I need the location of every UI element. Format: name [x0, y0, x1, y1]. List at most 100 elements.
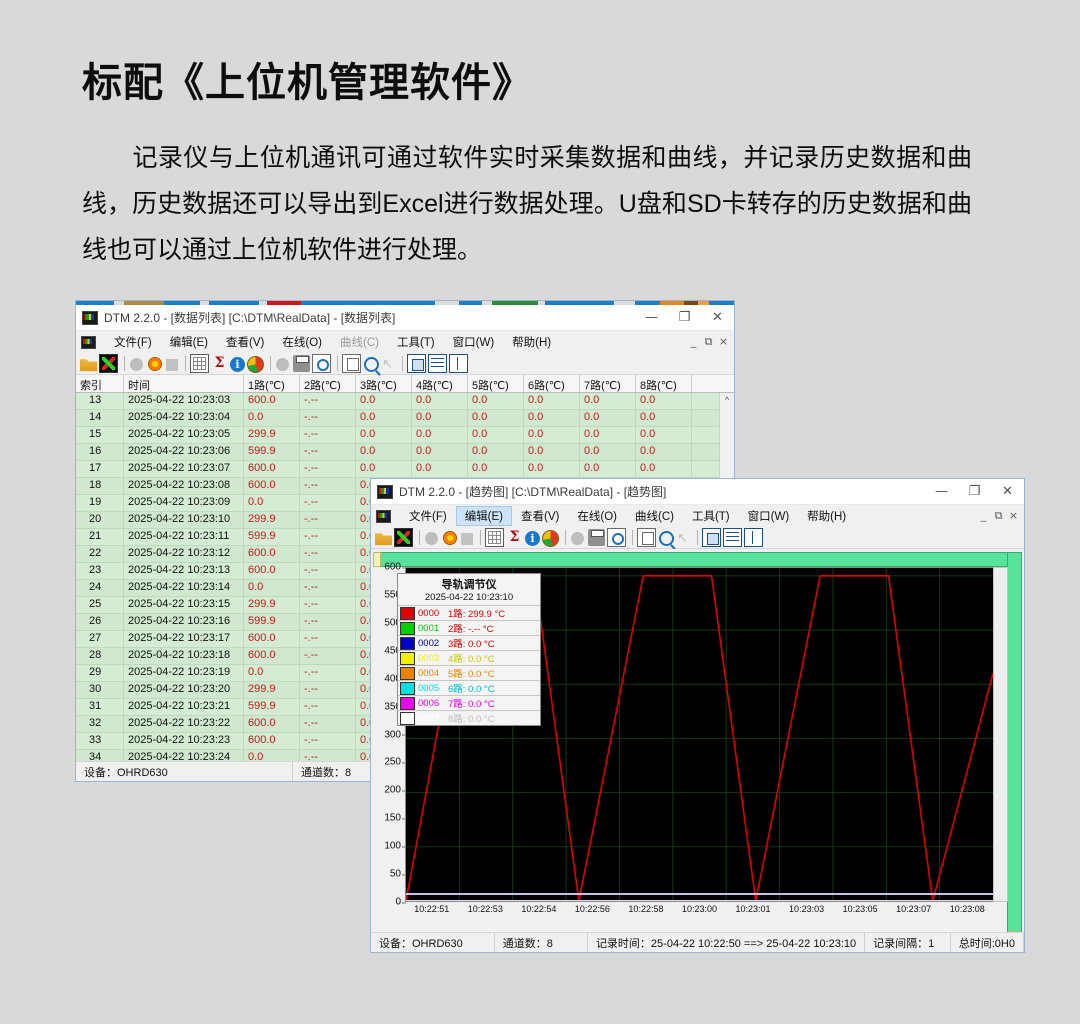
legend-row[interactable]: 0004 5路: 0.0 °C	[398, 665, 540, 680]
table-row[interactable]: 16 2025-04-22 10:23:06 599.9 -.-- 0.0 0.0 0.0 0…	[76, 444, 734, 461]
column-header[interactable]: 2路(℃)	[300, 375, 356, 392]
chart-menubar[interactable]: 文件(F) 编辑(E) 查看(V) 在线(O) 曲线(C) 工具(T) 窗口(W…	[371, 505, 1024, 527]
close-icon[interactable]: ✕	[1002, 484, 1013, 499]
chart-icon[interactable]	[394, 528, 413, 547]
legend-color-swatch[interactable]	[400, 666, 415, 680]
mdi-app-icon[interactable]	[81, 335, 96, 349]
print-preview-icon[interactable]	[312, 354, 331, 373]
menu-online[interactable]: 在线(O)	[577, 511, 617, 523]
menu-help[interactable]: 帮助(H)	[512, 337, 552, 349]
menu-help[interactable]: 帮助(H)	[807, 511, 847, 523]
mdi-restore-icon[interactable]: ⧉	[704, 335, 713, 348]
mdi-minimize-icon[interactable]: _	[980, 509, 987, 522]
legend-row[interactable]: 0007 8路: 0.0 °C	[398, 710, 540, 725]
legend-row[interactable]: 0006 7路: 0.0 °C	[398, 695, 540, 710]
menu-view[interactable]: 查看(V)	[226, 337, 265, 349]
chart-client-area[interactable]: 0 50 100 150 200 250 300 350 400 450 500 550 600 导轨调…	[371, 549, 1024, 950]
copy-icon[interactable]	[342, 354, 361, 373]
legend-color-swatch[interactable]	[400, 651, 415, 665]
mdi-app-icon[interactable]	[376, 509, 391, 523]
sigma-icon[interactable]: Σ	[509, 529, 520, 545]
slider-handle[interactable]	[373, 552, 381, 567]
column-header[interactable]: 1路(℃)	[244, 375, 300, 392]
menu-window[interactable]: 窗口(W)	[747, 511, 790, 523]
print-icon[interactable]	[588, 529, 605, 546]
legend-row[interactable]: 0002 3路: 0.0 °C	[398, 635, 540, 650]
column-header[interactable]: 5路(℃)	[468, 375, 524, 392]
legend-row[interactable]: 0005 6路: 0.0 °C	[398, 680, 540, 695]
table-row[interactable]: 14 2025-04-22 10:23:04 0.0 -.-- 0.0 0.0 0.0 0.0…	[76, 410, 734, 427]
menu-online[interactable]: 在线(O)	[282, 337, 322, 349]
mdi-close-icon[interactable]: ×	[718, 335, 729, 348]
data-list-mdi-controls[interactable]: _ ⧉ ×	[686, 335, 734, 349]
column-header[interactable]: 3路(℃)	[356, 375, 412, 392]
menu-curve[interactable]: 曲线(C)	[339, 337, 379, 349]
data-list-toolbar[interactable]: Σ i ↖	[76, 353, 734, 375]
mdi-close-icon[interactable]: ×	[1008, 509, 1019, 522]
tile-horizontal-icon[interactable]	[428, 354, 447, 373]
time-range-slider-horizontal[interactable]	[373, 552, 1008, 567]
record-icon[interactable]	[443, 531, 457, 545]
legend-color-swatch[interactable]	[400, 606, 415, 620]
trend-chart-window[interactable]: DTM 2.2.0 - [趋势图] [C:\DTM\RealData] - [趋…	[370, 478, 1025, 953]
legend-color-swatch[interactable]	[400, 681, 415, 695]
pie-icon[interactable]	[247, 355, 264, 373]
grid-icon[interactable]	[485, 528, 504, 547]
value-range-slider-vertical[interactable]	[1007, 552, 1022, 939]
chart-titlebar[interactable]: DTM 2.2.0 - [趋势图] [C:\DTM\RealData] - [趋…	[371, 479, 1024, 505]
column-header[interactable]: 7路(℃)	[580, 375, 636, 392]
legend-color-swatch[interactable]	[400, 711, 415, 725]
scroll-up-icon[interactable]: ^	[724, 395, 730, 405]
tile-vertical-icon[interactable]	[449, 354, 468, 373]
print-preview-icon[interactable]	[607, 528, 626, 547]
chart-icon[interactable]	[99, 354, 118, 373]
mdi-minimize-icon[interactable]: _	[690, 335, 697, 348]
menu-view[interactable]: 查看(V)	[521, 511, 560, 523]
record-icon[interactable]	[148, 357, 162, 371]
pie-icon[interactable]	[542, 529, 559, 547]
open-file-icon[interactable]	[80, 359, 97, 372]
minimize-icon[interactable]: —	[645, 310, 658, 325]
tile-horizontal-icon[interactable]	[723, 528, 742, 547]
data-list-menubar[interactable]: 文件(F) 编辑(E) 查看(V) 在线(O) 曲线(C) 工具(T) 窗口(W…	[76, 331, 734, 353]
mdi-restore-icon[interactable]: ⧉	[994, 509, 1003, 522]
menu-tools[interactable]: 工具(T)	[691, 511, 730, 523]
table-row[interactable]: 17 2025-04-22 10:23:07 600.0 -.-- 0.0 0.0 0.0 0…	[76, 461, 734, 478]
legend-row[interactable]: 0000 1路: 299.9 °C	[398, 605, 540, 620]
info-icon[interactable]: i	[525, 530, 540, 546]
menu-file[interactable]: 文件(F)	[114, 337, 152, 349]
legend-color-swatch[interactable]	[400, 621, 415, 635]
menu-edit[interactable]: 编辑(E)	[169, 337, 209, 349]
cascade-icon[interactable]	[702, 528, 721, 547]
column-header[interactable]: 4路(℃)	[412, 375, 468, 392]
table-row[interactable]: 15 2025-04-22 10:23:05 299.9 -.-- 0.0 0.0 0.0 0…	[76, 427, 734, 444]
legend-color-swatch[interactable]	[400, 636, 415, 650]
tile-vertical-icon[interactable]	[744, 528, 763, 547]
grid-icon[interactable]	[190, 354, 209, 373]
column-header[interactable]: 时间	[124, 375, 244, 392]
legend-row[interactable]: 0001 2路: -.-- °C	[398, 620, 540, 635]
menu-window[interactable]: 窗口(W)	[452, 337, 495, 349]
minimize-icon[interactable]: —	[935, 484, 948, 499]
column-header[interactable]: 8路(℃)	[636, 375, 692, 392]
sigma-icon[interactable]: Σ	[214, 355, 225, 371]
chart-legend[interactable]: 导轨调节仪 2025-04-22 10:23:10 0000 1路: 299.9 …	[397, 573, 541, 726]
chart-toolbar[interactable]: Σ i ↖	[371, 527, 1024, 549]
open-file-icon[interactable]	[375, 533, 392, 546]
print-icon[interactable]	[293, 355, 310, 372]
column-header[interactable]: 6路(℃)	[524, 375, 580, 392]
chart-window-controls[interactable]: — ❐ ✕	[925, 479, 1024, 504]
data-list-window-controls[interactable]: — ❐ ✕	[635, 305, 734, 330]
zoom-icon[interactable]	[364, 356, 379, 372]
column-header[interactable]: 索引	[76, 375, 124, 392]
maximize-icon[interactable]: ❐	[678, 310, 691, 325]
maximize-icon[interactable]: ❐	[968, 484, 981, 499]
chart-vertical-scrollbar[interactable]	[993, 567, 1008, 902]
menu-file[interactable]: 文件(F)	[409, 511, 447, 523]
data-list-titlebar[interactable]: DTM 2.2.0 - [数据列表] [C:\DTM\RealData] - […	[76, 305, 734, 331]
menu-tools[interactable]: 工具(T)	[396, 337, 435, 349]
legend-row[interactable]: 0003 4路: 0.0 °C	[398, 650, 540, 665]
info-icon[interactable]: i	[230, 356, 245, 372]
menu-edit[interactable]: 编辑(E)	[455, 506, 513, 526]
copy-icon[interactable]	[637, 528, 656, 547]
